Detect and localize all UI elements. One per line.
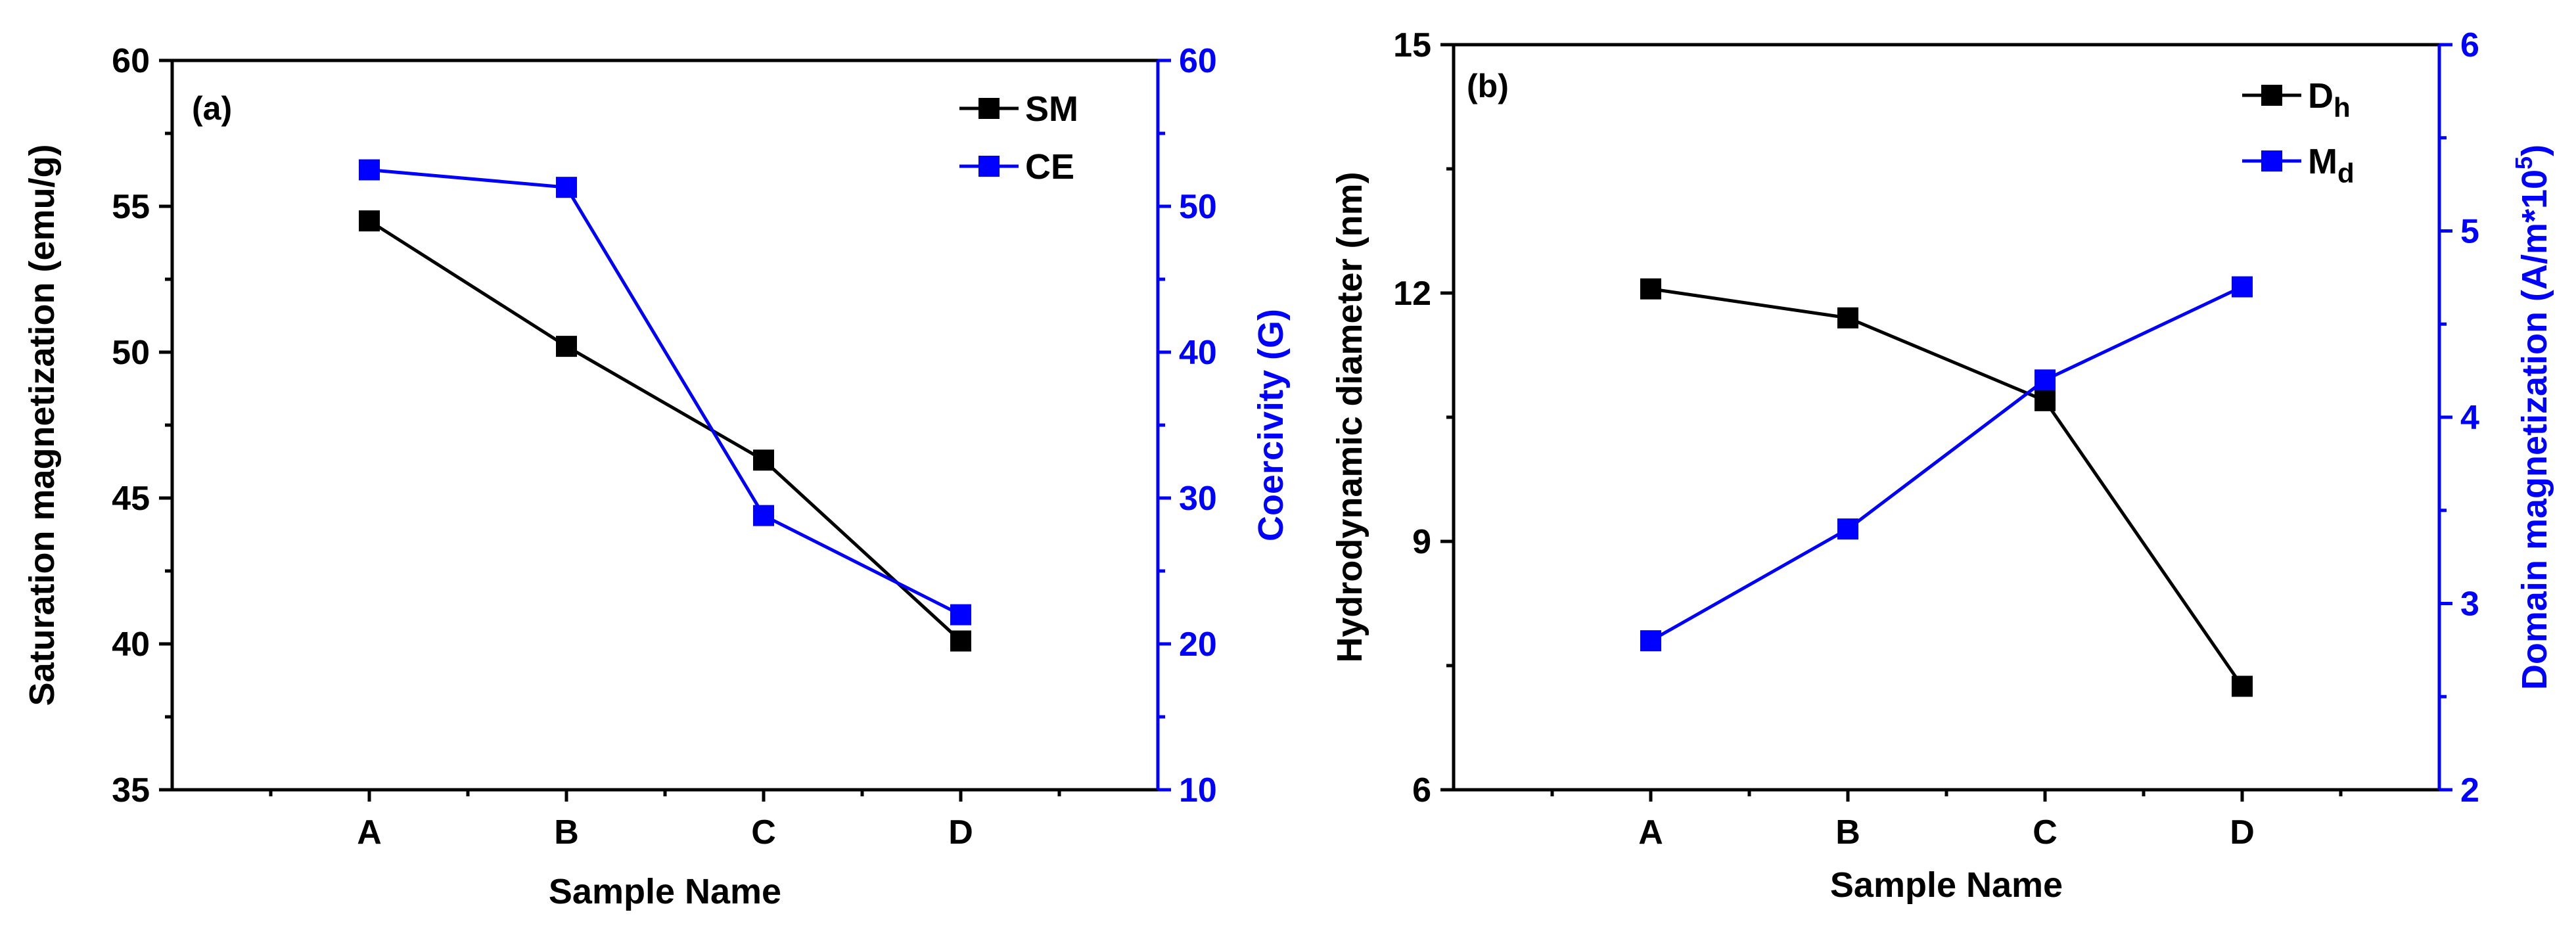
- x-tick-label: C: [751, 813, 776, 852]
- data-point-Dh: [1640, 278, 1661, 300]
- x-axis-title: Sample Name: [549, 872, 781, 911]
- legend-marker-SM: [978, 98, 1000, 119]
- right-y-tick-label: 10: [1179, 771, 1217, 809]
- legend-marker-Dh: [2261, 85, 2282, 106]
- series-line-Md: [1649, 285, 2243, 643]
- panel-label: (a): [192, 90, 232, 127]
- legend-label-SM: SM: [1025, 89, 1078, 129]
- left-y-tick-label: 12: [1393, 275, 1431, 313]
- left-y-axis-title: Hydrodynamic diameter (nm): [1330, 171, 1369, 662]
- data-point-Md: [1640, 630, 1661, 652]
- data-point-CE: [753, 505, 774, 526]
- right-y-tick-label: 60: [1179, 42, 1217, 80]
- x-tick-label: C: [2033, 813, 2058, 852]
- left-y-tick-label: 60: [112, 42, 150, 80]
- left-y-axis-title: Saturation magnetization (emu/g): [22, 144, 62, 706]
- panel-label: (b): [1467, 68, 1509, 104]
- x-tick-label: D: [2230, 813, 2255, 852]
- right-y-tick-label: 6: [2460, 26, 2479, 64]
- right-y-tick-label: 2: [2460, 771, 2479, 809]
- series-line-Dh: [1650, 287, 2244, 687]
- left-y-tick-label: 50: [112, 334, 150, 372]
- legend-marker-CE: [978, 156, 1000, 177]
- x-axis-title: Sample Name: [1830, 865, 2063, 905]
- left-y-tick-label: 40: [112, 626, 150, 664]
- x-tick-label: D: [948, 813, 973, 852]
- data-point-CE: [950, 604, 971, 626]
- series-line-CE: [369, 168, 962, 616]
- data-point-SM: [556, 336, 577, 357]
- right-y-axis-title: Domain magnetization (A/m*105): [2510, 145, 2554, 690]
- right-y-tick-label: 5: [2460, 213, 2479, 251]
- right-y-tick-label: 20: [1179, 626, 1217, 664]
- series-line-SM: [368, 219, 962, 643]
- data-point-Dh: [2232, 675, 2253, 697]
- data-point-SM: [753, 449, 774, 471]
- data-point-CE: [359, 159, 380, 181]
- data-point-CE: [556, 177, 577, 198]
- data-point-Md: [1837, 518, 1858, 540]
- data-point-Md: [2035, 369, 2056, 391]
- right-y-tick-label: 30: [1179, 480, 1217, 518]
- right-y-tick-label: 3: [2460, 585, 2479, 624]
- left-y-tick-label: 15: [1393, 26, 1431, 64]
- x-tick-label: A: [357, 813, 382, 852]
- x-tick-label: B: [1835, 813, 1860, 852]
- legend-label-CE: CE: [1025, 147, 1074, 187]
- legend-marker-Md: [2261, 150, 2282, 171]
- x-tick-label: B: [554, 813, 579, 852]
- data-point-SM: [359, 210, 380, 232]
- right-y-tick-label: 4: [2460, 399, 2479, 437]
- right-y-axis-title: Coercivity (G): [1251, 309, 1291, 541]
- right-y-tick-label: 40: [1179, 334, 1217, 372]
- right-y-tick-label: 50: [1179, 188, 1217, 226]
- data-point-Dh: [1837, 307, 1858, 329]
- data-point-Md: [2232, 276, 2253, 298]
- chart-panel-a: A B C D Sample Name 35 40 45 50 55 60 10 20 30 40 50 60 S…: [22, 42, 1291, 911]
- x-tick-label: A: [1638, 813, 1663, 852]
- data-point-SM: [950, 630, 971, 652]
- legend-label-Md: Md: [2308, 142, 2355, 189]
- legend-label-Dh: Dh: [2308, 76, 2351, 123]
- data-point-Dh: [2035, 390, 2056, 411]
- left-y-tick-label: 55: [112, 188, 150, 226]
- left-y-tick-label: 9: [1412, 523, 1431, 561]
- left-y-tick-label: 45: [112, 480, 150, 518]
- chart-panel-b: A B C D Sample Name 6 9 12 15 2 3 4 5 6 Hydrodynamic d…: [1330, 26, 2554, 905]
- left-y-tick-label: 6: [1412, 771, 1431, 809]
- left-y-tick-label: 35: [112, 771, 150, 809]
